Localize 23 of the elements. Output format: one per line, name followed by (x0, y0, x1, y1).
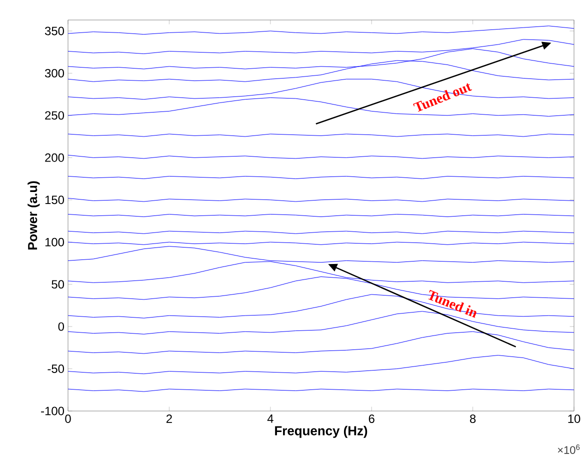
x-tick-label: 2 (166, 414, 172, 423)
y-tick-label: 50 (52, 280, 64, 289)
y-axis-title: Power (a.u) (28, 181, 40, 250)
x-axis-title: Frequency (Hz) (275, 426, 368, 438)
y-tick-label: 100 (45, 238, 64, 246)
y-tick-label: 300 (44, 68, 64, 78)
line-series (68, 331, 574, 354)
y-tick-label: -100 (41, 406, 64, 416)
y-tick-label: -50 (48, 364, 64, 373)
y-tick-label: 250 (45, 111, 64, 120)
y-tick-label: 350 (44, 26, 64, 36)
x-tick-label: 6 (368, 414, 374, 423)
line-series (68, 26, 574, 35)
x-tick-label: 10 (568, 414, 580, 423)
y-tick-label: 200 (45, 153, 64, 162)
annotation: Tuned in (428, 290, 476, 318)
x-tick-label: 4 (267, 414, 274, 423)
y-tick-label: 150 (45, 196, 64, 204)
x-tick-label: 0 (65, 414, 71, 423)
y-tick-label: 0 (58, 322, 64, 331)
annotation: Tuned out (413, 83, 472, 112)
text: ×10$^{6}$ (558, 444, 580, 454)
x-tick-label: 8 (470, 414, 476, 423)
